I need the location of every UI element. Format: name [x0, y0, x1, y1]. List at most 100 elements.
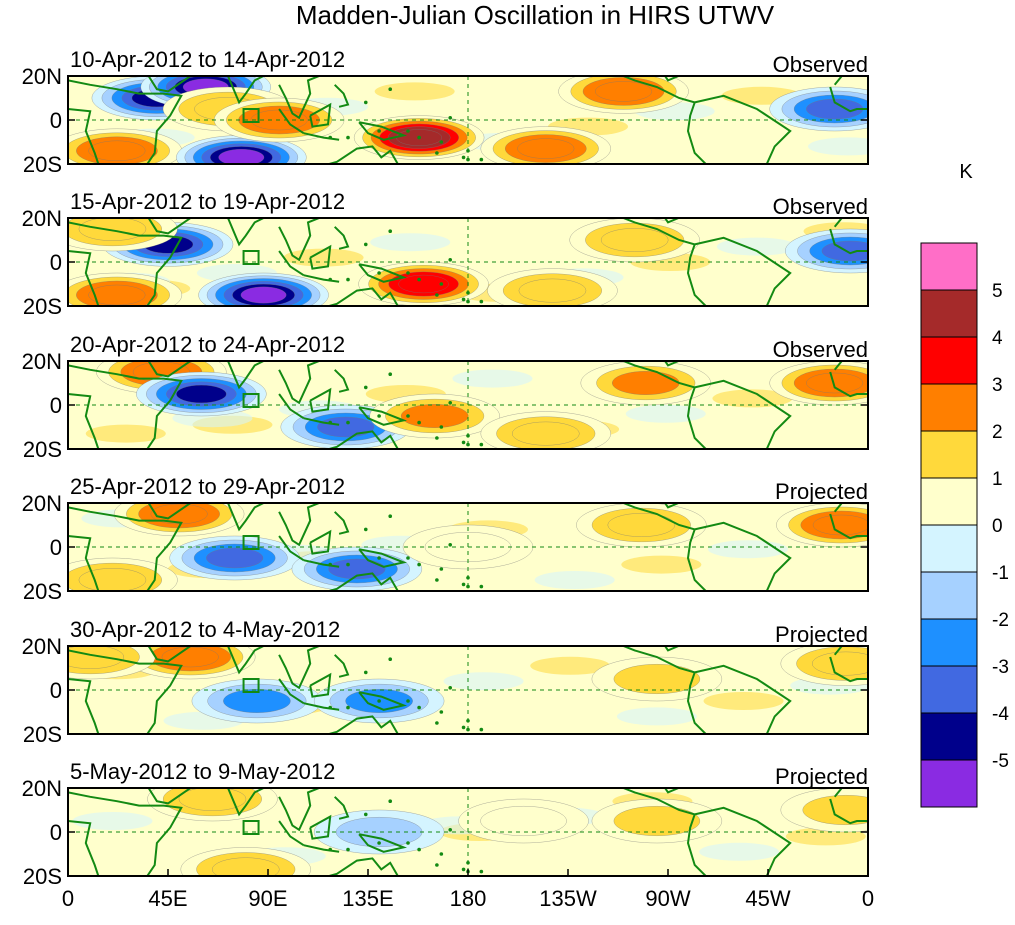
colorbar-tick-label: 5: [992, 281, 1003, 302]
island-dot: [363, 242, 368, 247]
anomaly-center: [169, 535, 300, 581]
coastline: [68, 221, 183, 306]
panel-date-range: 5-May-2012 to 9-May-2012: [70, 759, 335, 784]
coastline: [225, 76, 266, 105]
colorbar-tick-label: -5: [992, 751, 1009, 772]
anomaly-center: [180, 847, 311, 876]
anomaly-center: [113, 503, 245, 537]
coastline: [325, 715, 399, 734]
colorbar-tick-label: -4: [992, 704, 1009, 725]
anomaly-center: [313, 809, 445, 855]
y-tick-label: 0: [50, 108, 62, 133]
coastline: [833, 503, 844, 513]
colorbar-swatch: [920, 383, 978, 432]
island-dot: [328, 420, 333, 425]
coastline: [68, 250, 100, 306]
anomaly-center: [68, 128, 183, 164]
island-dot: [377, 271, 381, 275]
anomaly-center: [591, 656, 723, 702]
x-tick-label: 0: [862, 886, 874, 911]
coastline: [147, 218, 193, 235]
coastline: [147, 646, 193, 663]
contour-level: [78, 218, 147, 241]
island-dot: [377, 414, 381, 418]
colorbar-tick-label: 3: [992, 375, 1003, 396]
y-tick-label: 20N: [22, 206, 62, 231]
coastline: [68, 506, 183, 591]
weak-anomaly-patch: [443, 672, 524, 691]
y-tick-label: 0: [50, 250, 62, 275]
colorbar-swatch: [920, 759, 978, 808]
coastline: [309, 102, 332, 128]
island-dot: [388, 799, 393, 803]
coastline: [358, 406, 408, 426]
panel-date-range: 20-Apr-2012 to 24-Apr-2012: [70, 332, 345, 357]
coastlines: [68, 788, 868, 876]
contour-level: [612, 371, 680, 395]
coastline: [325, 572, 399, 591]
coastline: [278, 218, 322, 262]
y-tick-label: 20S: [23, 722, 62, 747]
coastline: [829, 513, 868, 540]
anomaly-center: [780, 788, 868, 833]
island-dot: [406, 699, 410, 703]
island-dot: [363, 812, 368, 817]
island-dot: [377, 699, 381, 703]
island-dot: [346, 135, 350, 140]
coastline: [333, 84, 350, 108]
anomaly-center: [487, 268, 618, 306]
island-dot: [417, 420, 421, 425]
coastline: [309, 244, 332, 270]
weak-anomaly-patch: [712, 389, 793, 408]
weak-anomaly-patch: [808, 137, 868, 156]
coastline: [325, 145, 399, 164]
coastline: [829, 798, 868, 825]
coastline: [325, 857, 399, 876]
panel-4: 20N 0 20S 25-Apr-2012 to 29-Apr-2012 Project…: [22, 474, 869, 604]
panel-1: 20N 0 20S 10-Apr-2012 to 14-Apr-2012 Observe…: [22, 47, 869, 177]
x-tick-label: 45E: [148, 886, 187, 911]
panel-status: Projected: [775, 622, 868, 647]
weak-anomaly-patch: [530, 656, 611, 675]
island-dot: [377, 129, 381, 133]
island-dot: [435, 151, 439, 155]
island-dot: [439, 710, 444, 714]
panel-date-range: 30-Apr-2012 to 4-May-2012: [70, 617, 340, 642]
coastline: [278, 646, 322, 690]
island-dot: [346, 705, 350, 710]
coastline: [663, 361, 681, 367]
colorbar-tick-label: 1: [992, 469, 1003, 490]
contour-level: [613, 664, 701, 694]
coastline: [278, 535, 305, 562]
coastline: [333, 369, 350, 393]
island-dot: [363, 527, 368, 532]
anomaly-center: [191, 678, 323, 724]
contour-level: [595, 81, 653, 102]
island-dot: [479, 299, 484, 304]
anomaly-center: [458, 798, 589, 844]
island-dot: [328, 847, 333, 852]
island-dot: [439, 282, 444, 286]
anomaly-center: [769, 86, 868, 132]
colorbar-tick-label: 2: [992, 422, 1003, 443]
island-dot: [363, 385, 368, 390]
coastline: [358, 121, 408, 141]
weak-anomaly-patch: [370, 233, 451, 252]
contour-level: [206, 547, 264, 569]
colorbar-swatch: [920, 477, 978, 526]
colorbar-swatch: [920, 712, 978, 761]
anomaly-center: [480, 411, 611, 449]
y-tick-label: 20S: [23, 152, 62, 177]
island-dot: [346, 420, 350, 425]
island-dot: [448, 401, 453, 405]
island-dot: [479, 157, 484, 162]
panel-2: 20N 0 20S 15-Apr-2012 to 19-Apr-2012 Observe…: [22, 189, 869, 319]
x-tick-label: 90W: [645, 886, 690, 911]
weak-anomaly-patch: [534, 571, 615, 589]
weak-anomaly-patch: [703, 692, 784, 710]
coastline: [333, 654, 350, 678]
anomaly-center: [558, 76, 689, 114]
coastline: [620, 788, 708, 876]
contour-level: [812, 651, 868, 676]
